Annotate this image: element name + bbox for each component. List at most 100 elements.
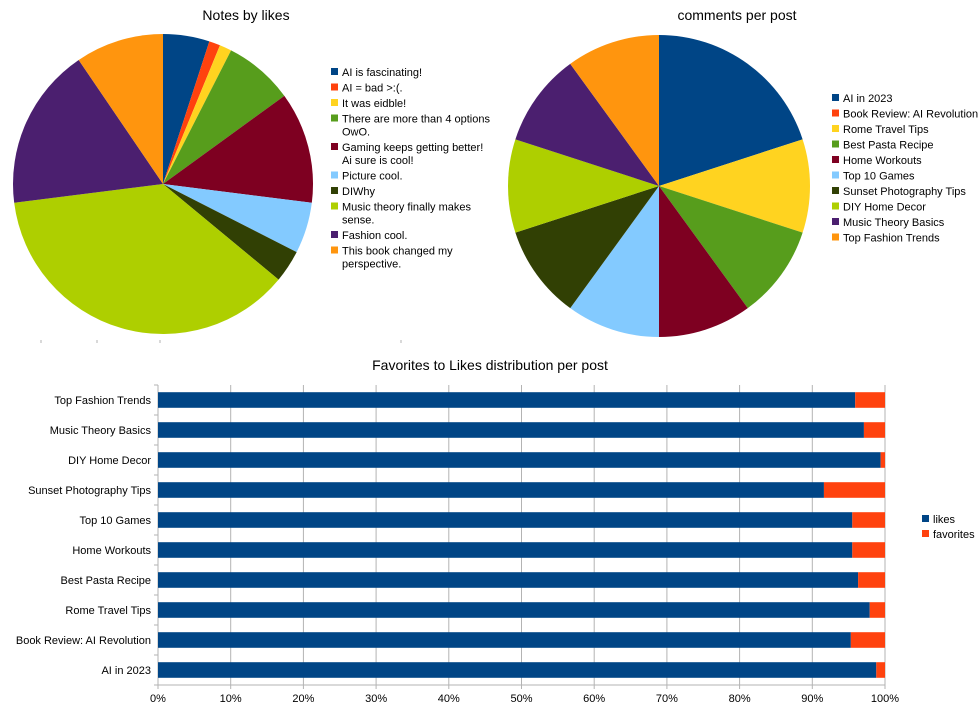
pie2-slice-2 [659, 139, 810, 233]
bar-likes-music-theory-basics [158, 422, 864, 438]
pie-chart-notes-by-likes [12, 34, 314, 335]
x-tick-label-6: 60% [583, 693, 605, 705]
pie1-slice-2 [163, 45, 232, 184]
legend2-label-5: Top 10 Games [843, 171, 915, 183]
bar-favorites-music-theory-basics [863, 422, 885, 438]
x-tick-label-9: 90% [801, 693, 823, 705]
legend2-label-7: DIY Home Decor [843, 202, 926, 214]
x-tick-label-4: 40% [438, 693, 460, 705]
pie1-slice-7 [14, 184, 279, 335]
category-label-best-pasta-recipe: Best Pasta Recipe [61, 575, 152, 587]
pie1-slice-9 [78, 34, 163, 184]
legend1-swatch-6 [331, 187, 338, 194]
bar-favorites-top-fashion-trends [855, 392, 885, 408]
pie1-slice-3 [163, 50, 285, 184]
pie2-slice-0 [659, 35, 803, 186]
pie1-slice-6 [163, 184, 297, 280]
legend-favorites-to-likes: likes favorites [922, 514, 975, 541]
x-tick-label-1: 10% [220, 693, 242, 705]
legend1-swatch-9 [331, 246, 338, 254]
bar-favorites-best-pasta-recipe [858, 572, 885, 588]
x-tick-label-2: 20% [292, 693, 314, 705]
legend2-label-0: AI in 2023 [843, 93, 893, 105]
bar-favorites-sunset-photography-tips [823, 482, 885, 498]
pie2-slice-7 [508, 139, 659, 233]
legend2-swatch-2 [832, 125, 839, 132]
bar-favorites-rome-travel-tips [869, 602, 885, 618]
bar-likes-book-review-ai-revolution [158, 632, 851, 648]
legend-notes-by-likes: AI is fascinating! AI = bad >:(. It was ei… [331, 67, 490, 271]
bar-favorites-ai-in-2023 [876, 662, 885, 678]
bar-favorites-home-workouts [852, 542, 885, 558]
bar-chart-bars [158, 392, 885, 678]
bar-likes-home-workouts [158, 542, 853, 558]
bar-likes-top-fashion-trends [158, 392, 856, 408]
pie2-slice-3 [659, 186, 803, 309]
legend1-swatch-4 [331, 143, 338, 150]
legend2-swatch-8 [832, 218, 839, 225]
stray-marks [40, 340, 402, 343]
legend2-swatch-7 [832, 202, 839, 210]
legend2-label-6: Sunset Photography Tips [843, 186, 966, 198]
legend-comments-per-post: AI in 2023 Book Review: AI Revolution Rome… [832, 93, 978, 245]
bar-likes-sunset-photography-tips [158, 482, 824, 498]
legend2-label-3: Best Pasta Recipe [843, 140, 934, 152]
legend2-swatch-4 [832, 156, 839, 163]
bar-chart-x-tick-labels: 0% 10% 20% 30% 40% 50% 60% 70% 80% 90% 100% [150, 693, 899, 705]
legend1-swatch-5 [331, 171, 338, 179]
chart-title-notes-by-likes: Notes by likes [202, 7, 289, 23]
legend1-label-1: AI = bad >:(. [342, 83, 403, 95]
legend3-label-favorites: favorites [933, 529, 975, 541]
bar-chart-category-labels: Top Fashion Trends Music Theory Basics DIY… [16, 395, 152, 677]
legend2-swatch-9 [832, 233, 839, 241]
legend1-label-7: Music theory finally makes sense. [342, 202, 471, 227]
bar-likes-ai-in-2023 [158, 662, 877, 678]
legend3-swatch-0 [922, 515, 929, 522]
category-label-book-review-ai-revolution: Book Review: AI Revolution [16, 635, 151, 647]
legend2-swatch-3 [832, 140, 839, 148]
legend2-label-9: Top Fashion Trends [843, 233, 940, 245]
pie1-slice-0 [163, 34, 210, 184]
legend3-swatch-1 [922, 530, 929, 537]
category-label-top-fashion-trends: Top Fashion Trends [54, 395, 151, 407]
legend1-swatch-7 [331, 202, 338, 210]
category-label-ai-in-2023: AI in 2023 [101, 665, 151, 677]
pie-chart-comments-per-post [508, 35, 810, 337]
legend1-swatch-1 [331, 83, 338, 91]
legend1-label-2: It was eidble! [342, 98, 406, 110]
x-tick-label-0: 0% [150, 693, 166, 705]
chart-title-favorites-to-likes: Favorites to Likes distribution per post [372, 357, 608, 373]
legend1-swatch-3 [331, 114, 338, 122]
pie2-slice-8 [515, 63, 659, 187]
pie2-slice-6 [515, 186, 659, 309]
legend3-label-likes: likes [933, 514, 956, 526]
legend1-swatch-2 [331, 99, 338, 106]
chart-title-comments-per-post: comments per post [677, 7, 796, 23]
pie1-slice-5 [163, 184, 312, 253]
legend2-label-8: Music Theory Basics [843, 217, 945, 229]
bar-favorites-diy-home-decor [880, 452, 885, 468]
category-label-rome-travel-tips: Rome Travel Tips [65, 605, 151, 617]
x-tick-label-5: 50% [510, 693, 532, 705]
legend2-label-2: Rome Travel Tips [843, 124, 929, 136]
pie2-slice-4 [659, 186, 748, 337]
legend1-label-6: DIWhy [342, 186, 376, 198]
pie2-slice-9 [570, 35, 659, 186]
category-label-top-10-games: Top 10 Games [79, 515, 151, 527]
pie1-slice-4 [163, 95, 314, 203]
legend1-swatch-8 [331, 231, 338, 238]
bar-favorites-book-review-ai-revolution [850, 632, 885, 648]
category-label-music-theory-basics: Music Theory Basics [50, 425, 152, 437]
pie1-slice-8 [12, 59, 164, 203]
category-label-diy-home-decor: DIY Home Decor [68, 455, 151, 467]
category-label-sunset-photography-tips: Sunset Photography Tips [28, 485, 151, 497]
bar-likes-diy-home-decor [158, 452, 881, 468]
bar-likes-best-pasta-recipe [158, 572, 859, 588]
x-tick-label-7: 70% [656, 693, 678, 705]
legend1-label-0: AI is fascinating! [342, 67, 422, 79]
x-tick-label-10: 100% [871, 693, 899, 705]
legend1-label-8: Fashion cool. [342, 230, 407, 242]
legend1-label-5: Picture cool. [342, 171, 403, 183]
legend1-label-9: This book changed my perspective. [342, 246, 453, 271]
